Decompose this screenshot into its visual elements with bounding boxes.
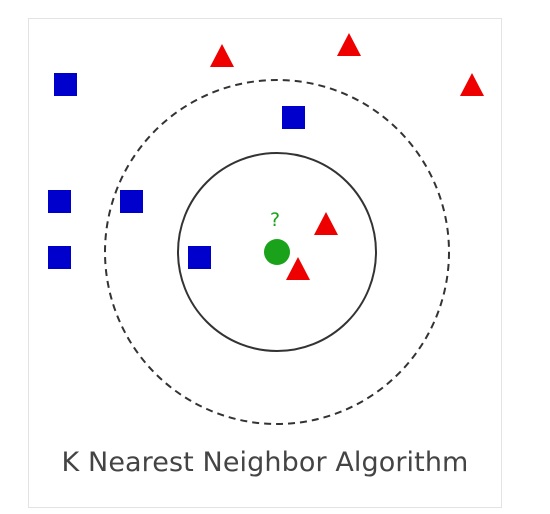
blue-square-point: [48, 190, 71, 213]
figure-frame: [28, 18, 502, 508]
outer-neighborhood-circle: [104, 79, 450, 425]
red-triangle-point: [337, 33, 361, 56]
query-label: ?: [270, 209, 280, 231]
query-point: [264, 239, 290, 265]
red-triangle-point: [286, 257, 310, 280]
red-triangle-point: [460, 73, 484, 96]
inner-neighborhood-circle: [177, 152, 377, 352]
red-triangle-point: [314, 212, 338, 235]
diagram-caption: K Nearest Neighbor Algorithm: [61, 447, 469, 478]
blue-square-point: [48, 246, 71, 269]
blue-square-point: [54, 73, 77, 96]
blue-square-point: [282, 106, 305, 129]
blue-square-point: [188, 246, 211, 269]
blue-square-point: [120, 190, 143, 213]
red-triangle-point: [210, 44, 234, 67]
